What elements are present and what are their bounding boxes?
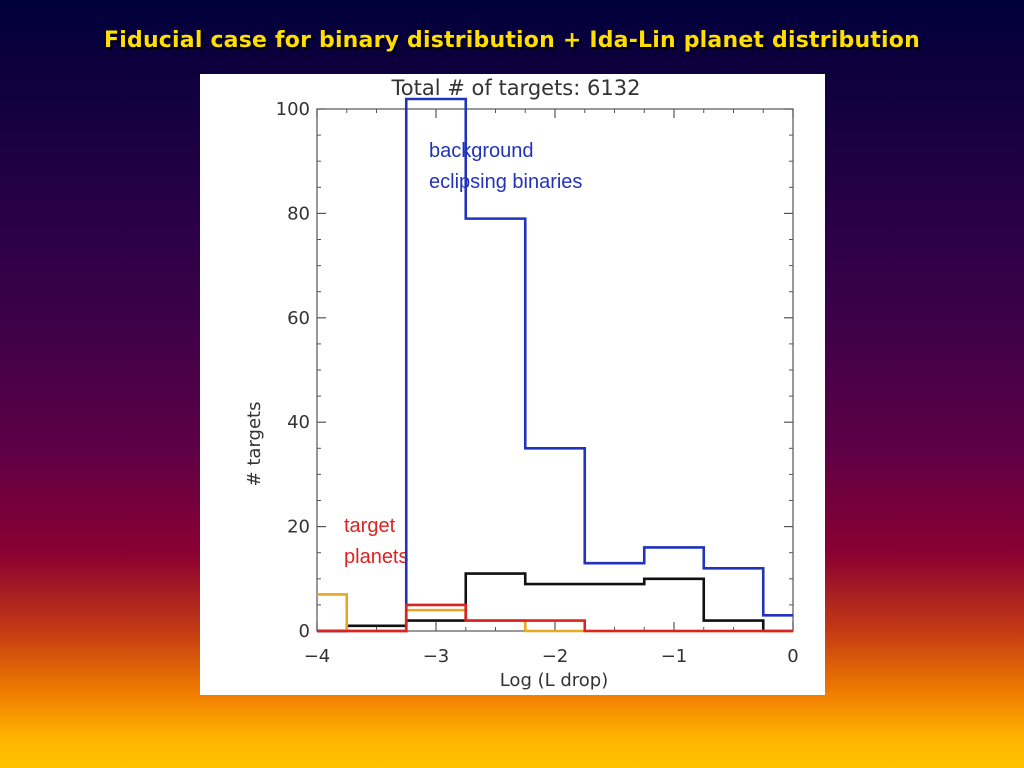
y-tick-label: 20 xyxy=(287,517,310,538)
series-3-step-line xyxy=(317,603,793,633)
annotation-eb-line2: eclipsing binaries xyxy=(429,171,582,193)
y-axis-label: # targets xyxy=(244,402,265,487)
annotation-planets-line1: target xyxy=(344,515,396,537)
slide-title: Fiducial case for binary distribution + … xyxy=(104,28,920,53)
x-tick-label: −2 xyxy=(542,646,569,667)
annotation-planets-line2: planets xyxy=(344,546,409,568)
x-tick-label: 0 xyxy=(787,646,798,667)
y-tick-label: 100 xyxy=(276,99,310,120)
annotation-eb-line1: background xyxy=(429,140,534,162)
x-axis-label: Log (L drop) xyxy=(500,670,609,691)
chart-title: Total # of targets: 6132 xyxy=(391,76,641,100)
y-tick-label: 80 xyxy=(287,203,310,224)
series-0-step-line xyxy=(317,97,793,633)
histogram-chart: Total # of targets: 6132 Log (L drop) # … xyxy=(244,76,799,691)
series-1-step-line xyxy=(317,572,793,633)
y-tick-label: 60 xyxy=(287,308,310,329)
chart-panel: Total # of targets: 6132 Log (L drop) # … xyxy=(200,74,825,695)
x-tick-label: −1 xyxy=(661,646,688,667)
y-tick-label: 40 xyxy=(287,412,310,433)
x-tick-label: −4 xyxy=(304,646,331,667)
x-tick-label: −3 xyxy=(423,646,450,667)
y-tick-label: 0 xyxy=(299,621,310,642)
